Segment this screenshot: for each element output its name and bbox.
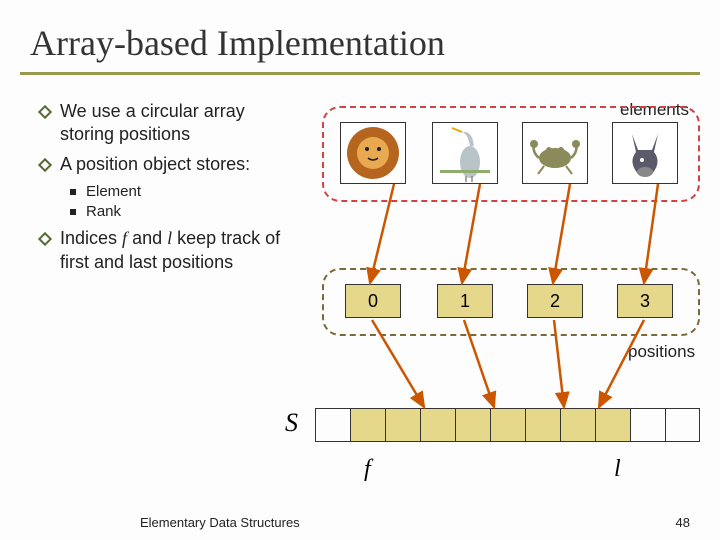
f-pointer-label: f xyxy=(364,456,371,483)
element-cell xyxy=(612,122,678,184)
array-cell xyxy=(385,408,420,442)
position-cell: 2 xyxy=(527,284,583,318)
positions-label: positions xyxy=(628,342,695,362)
bullet-2: A position object stores: xyxy=(40,153,300,176)
position-cell: 1 xyxy=(437,284,493,318)
slide-title: Array-based Implementation xyxy=(30,22,445,64)
t: and xyxy=(127,228,167,248)
array-cell xyxy=(560,408,595,442)
diamond-icon xyxy=(38,232,52,246)
array-cell xyxy=(525,408,560,442)
bullet-2-sub2-text: Rank xyxy=(86,202,121,222)
bullet-3-text: Indices f and l keep track of first and … xyxy=(60,227,300,274)
bullet-2-sub1-text: Element xyxy=(86,182,141,202)
bullet-2-sub1: Element xyxy=(70,182,300,202)
array-cell xyxy=(455,408,490,442)
title-underline xyxy=(20,72,700,75)
diamond-icon xyxy=(38,158,52,172)
footer-text: Elementary Data Structures xyxy=(140,515,300,530)
t: Indices xyxy=(60,228,122,248)
array-cell xyxy=(630,408,665,442)
element-cell xyxy=(522,122,588,184)
bullet-3: Indices f and l keep track of first and … xyxy=(40,227,300,274)
position-cell: 3 xyxy=(617,284,673,318)
square-icon xyxy=(70,189,76,195)
bullet-1: We use a circular array storing position… xyxy=(40,100,300,147)
position-cell: 0 xyxy=(345,284,401,318)
array-cell xyxy=(490,408,525,442)
diamond-icon xyxy=(38,105,52,119)
square-icon xyxy=(70,209,76,215)
bullet-list: We use a circular array storing position… xyxy=(40,100,300,280)
page-number: 48 xyxy=(676,515,690,530)
array-cell xyxy=(315,408,350,442)
element-cell xyxy=(432,122,498,184)
array-cell xyxy=(665,408,700,442)
element-cell xyxy=(340,122,406,184)
bullet-2-text: A position object stores: xyxy=(60,153,250,176)
bullet-1-text: We use a circular array storing position… xyxy=(60,100,300,147)
bullet-2-sub2: Rank xyxy=(70,202,300,222)
array-s-label: S xyxy=(285,408,298,438)
array-cell xyxy=(350,408,385,442)
array-cell xyxy=(420,408,455,442)
array-cell xyxy=(595,408,630,442)
l-pointer-label: l xyxy=(614,456,621,483)
